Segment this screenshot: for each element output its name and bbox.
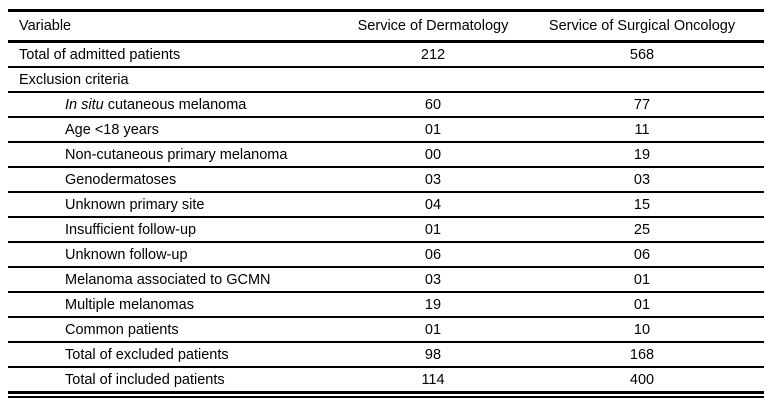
dermatology-value: 03	[424, 171, 442, 188]
table-row-total-included: Total of included patients 114 400	[8, 368, 764, 394]
oncology-value: 01	[633, 296, 651, 313]
dermatology-value: 60	[424, 96, 442, 113]
row-label-italic-part: In situ	[65, 96, 104, 113]
row-label: Unknown primary site	[65, 196, 205, 213]
row-label: Total of admitted patients	[19, 46, 181, 63]
dermatology-value: 01	[424, 321, 442, 338]
row-label: Multiple melanomas	[65, 296, 194, 313]
oncology-value: 06	[633, 246, 651, 263]
dermatology-value: 04	[424, 196, 442, 213]
dermatology-value: 19	[424, 296, 442, 313]
table-row-melanoma-gcmn: Melanoma associated to GCMN 03 01	[8, 268, 764, 293]
dermatology-value: 01	[424, 221, 442, 238]
oncology-value: 568	[629, 46, 655, 63]
table-row-common-patients: Common patients 01 10	[8, 318, 764, 343]
row-label: In situ cutaneous melanoma	[8, 97, 346, 113]
table-row-total-excluded: Total of excluded patients 98 168	[8, 343, 764, 368]
row-label-rest-part: cutaneous melanoma	[103, 96, 247, 113]
dermatology-value: 01	[424, 121, 442, 138]
column-header-variable: Variable	[19, 18, 72, 34]
table-header-row: Variable Service of Dermatology Service …	[8, 12, 764, 43]
row-label: Total of included patients	[65, 371, 225, 388]
oncology-value: 15	[633, 196, 651, 213]
table-row-insufficient-follow-up: Insufficient follow-up 01 25	[8, 218, 764, 243]
dermatology-value: 03	[424, 271, 442, 288]
row-label: Unknown follow-up	[65, 246, 188, 263]
row-label: Genodermatoses	[65, 171, 177, 188]
row-label: Non-cutaneous primary melanoma	[65, 146, 288, 163]
column-header-dermatology: Service of Dermatology	[357, 18, 509, 34]
table-row-multiple-melanomas: Multiple melanomas 19 01	[8, 293, 764, 318]
dermatology-value: 06	[424, 246, 442, 263]
table-row-non-cutaneous-primary: Non-cutaneous primary melanoma 00 19	[8, 143, 764, 168]
row-label: Insufficient follow-up	[65, 221, 197, 238]
table-row-age-under-18: Age <18 years 01 11	[8, 118, 764, 143]
patients-exclusion-table: Variable Service of Dermatology Service …	[8, 9, 764, 398]
oncology-value: 168	[629, 346, 655, 363]
oncology-value: 01	[633, 271, 651, 288]
table-row-unknown-follow-up: Unknown follow-up 06 06	[8, 243, 764, 268]
table-row-total-admitted: Total of admitted patients 212 568	[8, 43, 764, 68]
row-label: Age <18 years	[65, 121, 159, 138]
table-row-exclusion-criteria: Exclusion criteria	[8, 68, 764, 93]
row-label: Melanoma associated to GCMN	[65, 271, 271, 288]
dermatology-value: 98	[424, 346, 442, 363]
row-label: Total of excluded patients	[65, 346, 229, 363]
oncology-value: 77	[633, 96, 651, 113]
table-bottom-double-rule	[8, 396, 764, 398]
dermatology-value: 114	[421, 371, 445, 388]
oncology-value: 19	[633, 146, 651, 163]
dermatology-value: 212	[420, 46, 446, 63]
row-label: Common patients	[65, 321, 179, 338]
section-label: Exclusion criteria	[19, 71, 129, 88]
dermatology-value: 00	[424, 146, 442, 163]
oncology-value: 11	[634, 121, 650, 138]
oncology-value: 25	[633, 221, 651, 238]
column-header-oncology: Service of Surgical Oncology	[548, 18, 736, 34]
oncology-value: 03	[633, 171, 651, 188]
table-row-genodermatoses: Genodermatoses 03 03	[8, 168, 764, 193]
oncology-value: 400	[629, 371, 655, 388]
oncology-value: 10	[633, 321, 651, 338]
table-row-in-situ-melanoma: In situ cutaneous melanoma 60 77	[8, 93, 764, 118]
table-row-unknown-primary-site: Unknown primary site 04 15	[8, 193, 764, 218]
